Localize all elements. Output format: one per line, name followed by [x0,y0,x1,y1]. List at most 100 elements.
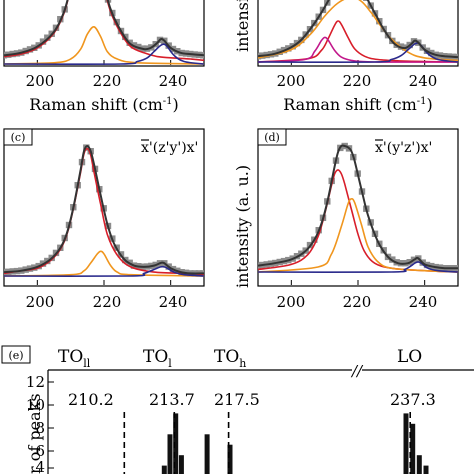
fit-total-line [258,144,458,270]
panel-b: intensi 200 220 240 Raman shift (cm-1) [233,0,459,114]
mode-label-to-ll: TOll [58,347,91,370]
histogram-bar [161,465,167,474]
x-tick-label: 220 [343,293,372,311]
panel-label: (c) [11,131,26,144]
panel-b-x-axis-label: Raman shift (cm-1) [283,95,433,114]
histogram-bar [227,444,233,474]
histogram-bar [173,413,179,474]
geometry-overlined: x [375,140,383,156]
histogram-bar [410,423,416,474]
fit-component-line [4,147,204,276]
fit-total-line [4,144,204,275]
fit-component-line [258,169,458,273]
x-tick-label: 240 [159,293,188,311]
mode-position-value: 237.3 [390,390,436,409]
scattering-geometry-label: x'(z'y')x' [141,140,198,156]
fit-component-line [258,261,458,273]
plot-area [4,144,204,285]
panel-label: (e) [8,349,23,362]
panel-c-frame [3,128,205,287]
panel-label: (d) [264,131,280,144]
x-tick-label: 220 [93,293,122,311]
histogram-bar [416,455,422,474]
panel-a-plot [4,0,204,65]
axis-break-mark: // [350,362,364,380]
x-tick-label: 200 [26,293,55,311]
y-tick-label: 8 [35,419,45,437]
x-tick-label: 200 [277,293,306,311]
fit-total-line [4,0,204,57]
panel-c-xticks: 200 220 240 [26,293,188,311]
panel-a-frame [3,0,205,67]
fit-total-line [258,0,458,59]
x-tick-label: 220 [93,72,122,90]
panel-d-xticks: 200 220 240 [277,293,438,311]
x-axis-label-main: Raman shift (cm [29,95,163,114]
mode-position-value: 213.7 [149,390,195,409]
fit-component-line [258,198,458,273]
x-axis-label-main: Raman shift (cm [283,95,417,114]
fit-component-line [4,43,204,65]
panel-a-x-axis-label: Raman shift (cm-1) [29,95,179,114]
x-tick-label: 200 [26,72,55,90]
mode-position-values: 210.2 213.7 217.5 237.3 [68,390,436,409]
fit-component-line [258,20,458,63]
mode-label-to-l: TOl [143,347,172,370]
panel-label-box [257,128,287,146]
panel-b-plot [258,0,458,65]
x-tick-label: 240 [409,72,438,90]
panel-b-y-axis-label: intensi [233,0,252,52]
mode-labels: TOll TOl TOh LO [58,347,422,370]
fit-component-line [258,42,458,63]
plot-area [258,142,458,285]
histogram-bar [204,434,210,474]
x-tick-label: 240 [159,72,188,90]
panel-c-label-box: (c) [3,128,33,146]
x-tick-label: 220 [343,72,372,90]
histogram-bar [167,434,173,474]
panel-c-plot [4,144,204,285]
fit-component-line [4,265,204,277]
panel-b-frame [257,0,459,67]
fit-component-line [4,250,204,277]
panel-e-label-box: (e) [1,345,31,364]
panel-a-xticks: 200 220 240 [26,72,188,90]
geometry-rest: '(y'z')x' [383,140,433,156]
geometry-rest: '(z'y')x' [149,140,199,156]
y-tick-label: 12 [26,373,45,391]
y-tick-label: 10 [26,396,45,414]
panel-label-box [1,345,31,364]
panel-e: r of peaks (e) TOll TOl TOh LO // 12 10 … [1,345,474,474]
panel-d: intensity (a. u.) (d) x'(y'z')x' 200 220… [233,128,459,311]
x-tick-label: 240 [409,293,438,311]
panel-e-yticks: 12 10 8 6 4 [26,373,54,474]
mode-position-value: 210.2 [68,390,114,409]
panel-d-plot [258,142,458,285]
histogram-bar [178,455,184,474]
panel-b-xticks: 200 220 240 [277,72,438,90]
panel-e-axes: // [47,362,474,474]
y-tick-label: 4 [35,458,45,474]
panel-e-y-axis-label: r of peaks [25,393,44,474]
x-axis-label-superscript: -1 [163,96,173,107]
panel-d-y-axis-label: intensity (a. u.) [233,165,252,288]
mode-label-lo: LO [397,347,422,367]
plot-area [258,0,458,65]
x-axis-label-superscript: -1 [417,96,427,107]
panel-d-frame [257,128,459,287]
histogram-bar [403,413,409,474]
panel-label-box [3,128,33,146]
x-axis-label-tail: ) [173,95,179,114]
y-tick-label: 6 [35,442,45,460]
panel-c: (c) x'(z'y')x' 200 220 240 [3,128,205,311]
panel-d-label-box: (d) [257,128,287,146]
geometry-overlined: x [141,140,149,156]
panel-a: 200 220 240 Raman shift (cm-1) [3,0,205,114]
scattering-geometry-label: x'(y'z')x' [375,140,432,156]
mode-label-to-h: TOh [214,347,246,370]
plot-area [4,0,204,65]
x-tick-label: 200 [277,72,306,90]
histogram-bar [423,465,429,474]
x-axis-label-tail: ) [427,95,433,114]
